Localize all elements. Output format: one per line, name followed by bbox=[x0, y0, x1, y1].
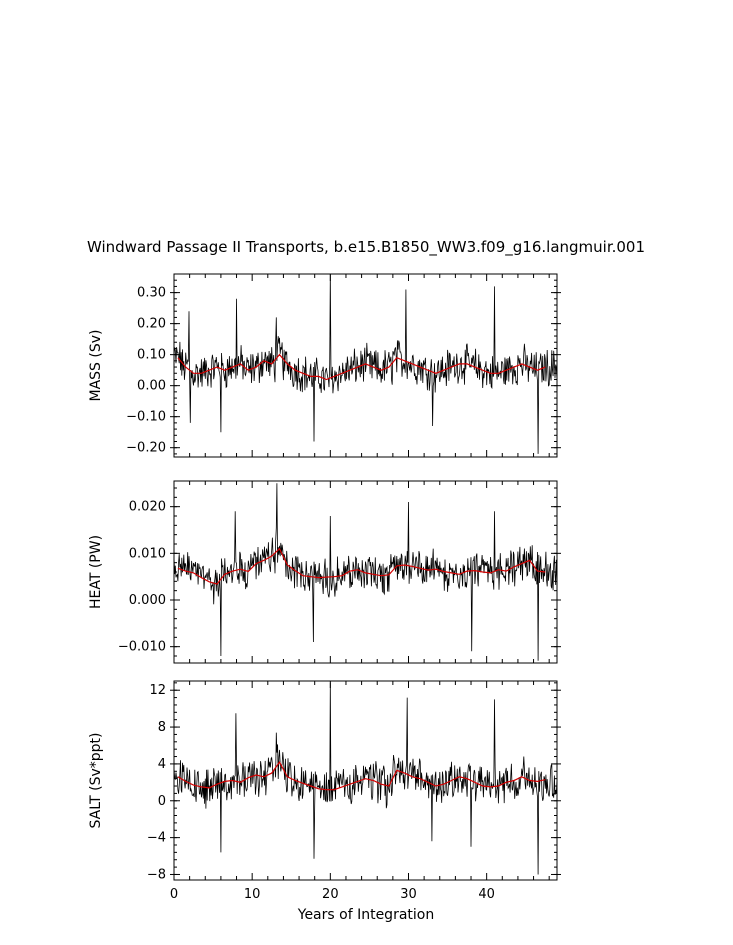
x-tick-label: 10 bbox=[244, 887, 261, 902]
salt-annual-line bbox=[177, 760, 546, 791]
heat-y-tick-label: 0.020 bbox=[129, 500, 166, 515]
mass-y-tick-label: 0.20 bbox=[137, 317, 166, 332]
panel-mass: −0.20 −0.10 0.00 0.10 0.20 0.30 MASS (Sv) bbox=[88, 273, 561, 458]
salt-y-axis-label: SALT (Sv*ppt) bbox=[88, 733, 104, 829]
heat-monthly-line bbox=[174, 483, 557, 661]
x-axis-label: Years of Integration bbox=[297, 907, 434, 923]
salt-y-tick-label: 4 bbox=[158, 757, 166, 772]
x-tick-label: 30 bbox=[400, 887, 417, 902]
x-tick-label: 40 bbox=[478, 887, 495, 902]
mass-y-tick-label: 0.10 bbox=[137, 348, 166, 363]
heat-annual-line bbox=[177, 547, 546, 585]
mass-frame bbox=[173, 273, 558, 458]
salt-y-tick-label: 0 bbox=[158, 794, 166, 809]
salt-y-tick-label: −8 bbox=[147, 867, 166, 882]
heat-y-axis-label: HEAT (PW) bbox=[88, 535, 104, 609]
chart-title: Windward Passage II Transports, b.e15.B1… bbox=[87, 238, 645, 257]
mass-annual-line bbox=[177, 353, 546, 381]
heat-y-tick-label: 0.000 bbox=[129, 593, 166, 608]
salt-monthly-line bbox=[174, 682, 557, 875]
panel-heat: −0.010 0.000 0.010 0.020 HEAT (PW) bbox=[88, 480, 561, 664]
mass-y-tick-label: −0.20 bbox=[126, 441, 166, 456]
mass-y-tick-label: −0.10 bbox=[126, 410, 166, 425]
salt-y-tick-label: −4 bbox=[147, 831, 166, 846]
panels: −0.20 −0.10 0.00 0.10 0.20 0.30 MASS (Sv) −0.01… bbox=[88, 273, 561, 902]
x-tick-label: 0 bbox=[170, 887, 178, 902]
mass-y-tick-label: 0.00 bbox=[137, 379, 166, 394]
panel-salt: −8 −4 0 4 8 12 SALT (Sv*ppt) 0 10 20 30 40 bbox=[88, 680, 561, 902]
mass-y-axis-label: MASS (Sv) bbox=[88, 330, 104, 402]
mass-y-tick-label: 0.30 bbox=[137, 286, 166, 301]
salt-y-tick-label: 12 bbox=[149, 683, 166, 698]
heat-y-tick-label: 0.010 bbox=[129, 546, 166, 561]
heat-y-tick-label: −0.010 bbox=[118, 640, 166, 655]
x-tick-label: 20 bbox=[322, 887, 339, 902]
salt-y-tick-label: 8 bbox=[158, 720, 166, 735]
mass-monthly-line bbox=[174, 274, 557, 454]
